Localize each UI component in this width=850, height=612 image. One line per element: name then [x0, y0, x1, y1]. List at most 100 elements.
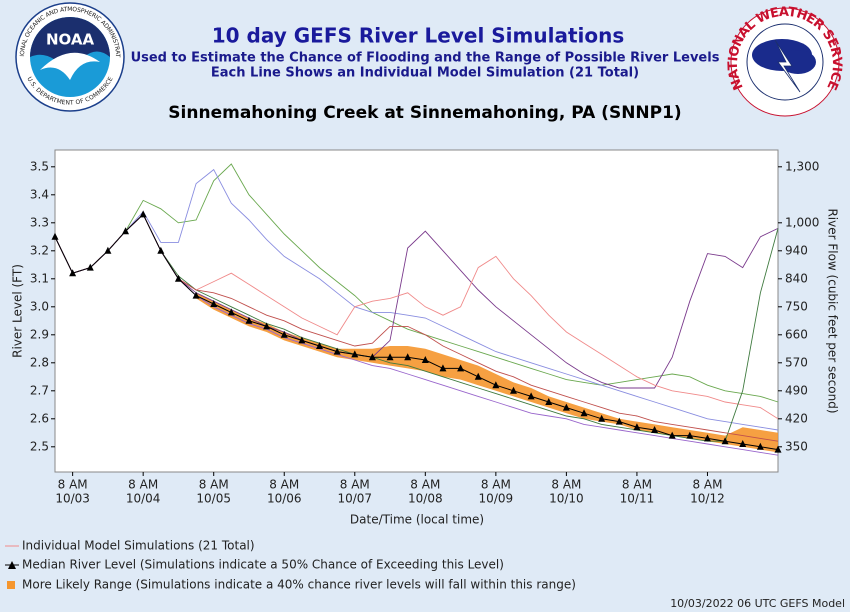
median-point	[210, 300, 218, 307]
median-point	[69, 269, 77, 277]
median-point	[351, 350, 359, 358]
median-point	[562, 403, 570, 411]
legend-label: More Likely Range (Simulations indicate …	[22, 578, 576, 592]
median-point	[280, 330, 288, 338]
median-point	[739, 440, 747, 447]
median-point	[492, 381, 500, 389]
median-point	[598, 414, 606, 422]
y-tick-label: 3.3	[30, 215, 49, 229]
x-tick-label: 8 AM	[269, 478, 299, 492]
x-tick-date: 10/07	[337, 492, 372, 506]
median-point	[633, 423, 641, 431]
median-line	[54, 213, 779, 451]
y2-tick-label: 840	[785, 271, 808, 285]
median-point	[368, 353, 376, 361]
x-tick-label: 8 AM	[622, 478, 652, 492]
x-tick-label: 8 AM	[481, 478, 511, 492]
y2-tick-label: 1,300	[785, 159, 819, 173]
y-tick-label: 2.7	[30, 383, 49, 397]
median-point	[227, 308, 235, 316]
x-tick-date: 10/10	[549, 492, 584, 506]
median-point	[104, 246, 112, 254]
x-tick-label: 8 AM	[199, 478, 229, 492]
x-tick-date: 10/03	[55, 492, 90, 506]
median-point	[457, 364, 465, 372]
median-point	[174, 274, 182, 282]
y2-tick-label: 490	[785, 383, 808, 397]
median-point	[721, 437, 729, 445]
median-point	[192, 291, 200, 299]
y2-tick-label: 750	[785, 299, 808, 313]
median-point	[404, 353, 412, 361]
y-axis-label: River Level (FT)	[11, 264, 25, 358]
y2-tick-label: 350	[785, 439, 808, 453]
median-point	[316, 342, 324, 349]
x-tick-date: 10/09	[479, 492, 514, 506]
y2-tick-label: 660	[785, 327, 808, 341]
legend-swatch	[7, 581, 15, 589]
y-tick-label: 2.5	[30, 439, 49, 453]
chart-title: 10 day GEFS River Level Simulations	[212, 24, 625, 48]
footer: 10/03/2022 06 UTC GEFS Model	[670, 597, 845, 610]
x-tick-date: 10/11	[620, 492, 655, 506]
simulation-line	[54, 168, 779, 431]
median-point	[668, 431, 676, 439]
y-tick-label: 3.1	[30, 271, 49, 285]
median-point	[509, 386, 517, 394]
subtitle: Used to Estimate the Chance of Flooding …	[131, 51, 720, 66]
x-axis-label: Date/Time (local time)	[350, 513, 484, 527]
median-point	[774, 445, 782, 453]
legend-label: Median River Level (Simulations indicate…	[22, 558, 504, 572]
median-point	[527, 392, 535, 400]
y2-tick-label: 570	[785, 355, 808, 369]
median-point	[333, 347, 341, 355]
y-tick-label: 2.9	[30, 327, 49, 341]
median-point	[86, 263, 94, 271]
legend-label: Individual Model Simulations (21 Total)	[22, 539, 255, 553]
y2-axis-label: River Flow (cubic feet per second)	[826, 208, 840, 413]
station-name: Sinnemahoning Creek at Sinnemahoning, PA…	[168, 103, 681, 123]
subtitle: Each Line Shows an Individual Model Simu…	[211, 66, 639, 81]
simulation-line	[54, 213, 779, 442]
legend-swatch	[8, 561, 16, 569]
plot-area	[54, 149, 779, 473]
x-tick-date: 10/12	[690, 492, 725, 506]
median-point	[298, 336, 306, 344]
y2-tick-label: 420	[785, 411, 808, 425]
x-tick-label: 8 AM	[128, 478, 158, 492]
x-tick-label: 8 AM	[58, 478, 88, 492]
y2-tick-label: 1,000	[785, 215, 819, 229]
median-point	[651, 426, 659, 433]
median-point	[474, 372, 482, 380]
likely-range	[196, 292, 779, 453]
median-point	[421, 356, 429, 363]
noaa-text: NOAA	[46, 31, 95, 49]
median-point	[580, 409, 588, 417]
median-point	[615, 417, 623, 425]
y-tick-label: 2.8	[30, 355, 49, 369]
y-tick-label: 3.4	[30, 187, 49, 201]
median-point	[686, 431, 694, 439]
y2-tick-label: 940	[785, 243, 808, 257]
x-tick-label: 8 AM	[551, 478, 581, 492]
x-tick-date: 10/05	[196, 492, 231, 506]
y-tick-label: 3.0	[30, 299, 49, 313]
y-tick-label: 2.6	[30, 411, 49, 425]
y-tick-label: 3.5	[30, 159, 49, 173]
median-point	[122, 227, 130, 235]
median-point	[139, 210, 147, 218]
x-tick-date: 10/06	[267, 492, 302, 506]
median-point	[703, 434, 711, 442]
median-point	[545, 398, 553, 405]
median-point	[51, 232, 59, 240]
x-tick-label: 8 AM	[340, 478, 370, 492]
x-tick-label: 8 AM	[410, 478, 440, 492]
x-tick-label: 8 AM	[692, 478, 722, 492]
x-tick-date: 10/08	[408, 492, 443, 506]
median-point	[263, 322, 271, 330]
median-point	[756, 442, 764, 450]
y-tick-label: 3.2	[30, 243, 49, 257]
median-point	[386, 353, 394, 361]
median-point	[439, 364, 447, 372]
